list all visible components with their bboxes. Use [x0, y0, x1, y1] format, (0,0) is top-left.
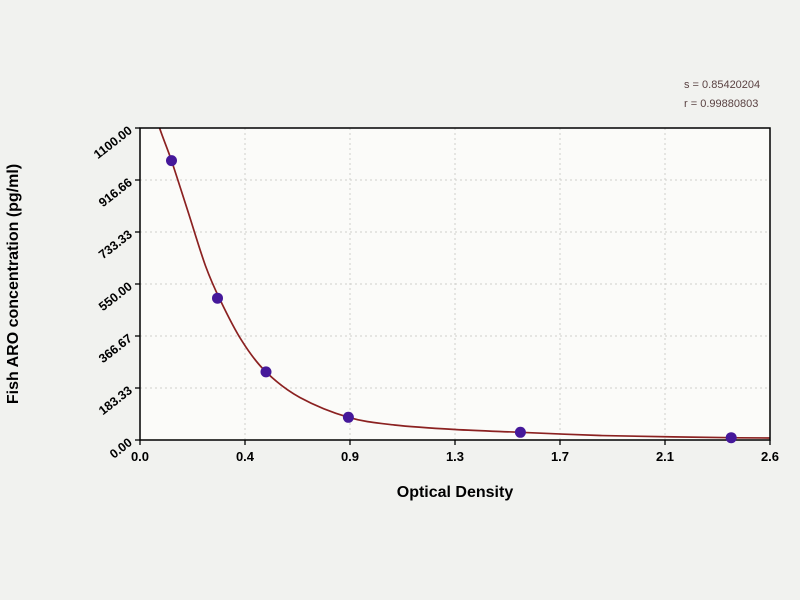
y-tick-label: 1100.00: [91, 123, 135, 161]
data-points: [166, 155, 737, 444]
x-tick-label: 0.0: [131, 449, 149, 464]
data-point: [166, 155, 177, 167]
fit-statistics: s = 0.85420204 r = 0.99880803: [684, 76, 760, 114]
y-axis-title: Fish ARO concentration (pg/ml): [5, 164, 22, 404]
data-point: [212, 292, 223, 304]
y-tick-label: 550.00: [96, 279, 135, 314]
y-tick-label: 916.66: [96, 175, 135, 210]
y-tick-label: 183.33: [96, 383, 135, 418]
y-tick-label: 366.67: [96, 331, 135, 366]
data-point: [725, 432, 737, 444]
grid-lines: [140, 128, 770, 440]
stat-r: r = 0.99880803: [684, 98, 759, 110]
curve-path: [158, 128, 770, 439]
x-tick-label: 2.1: [656, 449, 674, 464]
x-tick-label: 0.9: [341, 449, 359, 464]
data-point: [260, 366, 272, 378]
fitted-curve: [158, 128, 770, 439]
axis-ticks: [135, 127, 771, 445]
x-tick-label: 2.6: [761, 449, 779, 464]
y-tick-label: 733.33: [96, 227, 135, 262]
x-tick-label: 0.4: [236, 449, 255, 464]
data-point: [514, 426, 526, 438]
stat-s: s = 0.85420204: [684, 79, 761, 91]
x-axis-title: Optical Density: [397, 484, 514, 501]
x-tick-label: 1.3: [446, 449, 464, 464]
x-tick-label: 1.7: [551, 449, 569, 464]
data-point: [342, 411, 354, 423]
